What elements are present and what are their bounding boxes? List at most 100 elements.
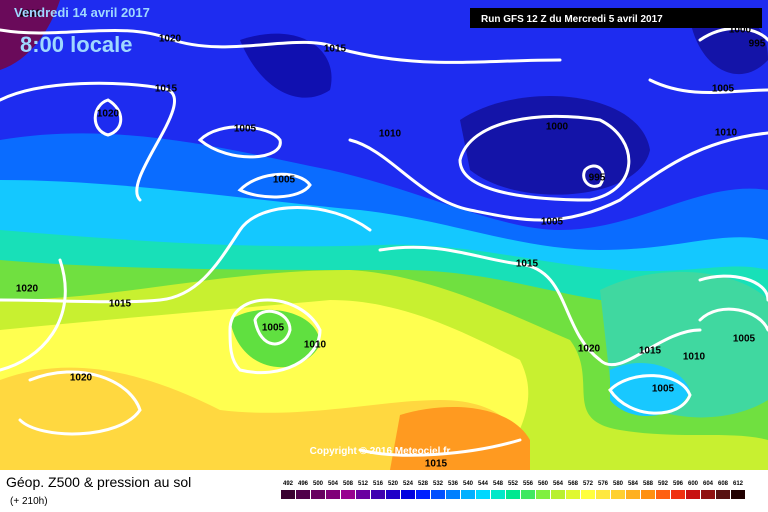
scale-label: 512: [358, 481, 369, 487]
scale-label: 580: [613, 481, 624, 487]
scale-cell: [686, 490, 700, 499]
scale-label: 556: [523, 481, 534, 487]
legend-subtitle: (+ 210h): [10, 496, 48, 507]
scale-cell: [701, 490, 715, 499]
isobar-label: 1010: [19, 9, 42, 20]
scale-cell: [296, 490, 310, 499]
scale-cell: [491, 490, 505, 499]
scale-label: 596: [673, 481, 684, 487]
scale-label: 604: [703, 481, 714, 487]
scale-label: 584: [628, 481, 639, 487]
isobar-label: 1005: [733, 334, 756, 345]
isobar-label: 1015: [155, 84, 178, 95]
scale-cell: [581, 490, 595, 499]
scale-label: 568: [568, 481, 579, 487]
scale-label: 572: [583, 481, 594, 487]
scale-cell: [671, 490, 685, 499]
isobar-label: 1005: [712, 84, 735, 95]
scale-cell: [536, 490, 550, 499]
isobar-label: 1020: [97, 109, 120, 120]
scale-label: 552: [508, 481, 519, 487]
isobar-label: 1020: [70, 373, 93, 384]
forecast-date: Vendredi 14 avril 2017: [14, 5, 150, 20]
scale-cell: [356, 490, 370, 499]
isobar-label: 1010: [715, 128, 738, 139]
scale-cell: [431, 490, 445, 499]
isobar-labels: 1010 1020 1015 1015 1020 1005 1010 1000 995 1005 1…: [16, 9, 766, 470]
scale-label: 540: [463, 481, 474, 487]
color-scale: 492 496 500 504 508 512 516 520 524 528 532 536 540 5…: [281, 481, 745, 499]
forecast-time: 8:00 locale: [20, 32, 133, 57]
isobar-label: 1015: [516, 259, 539, 270]
isobar-label: 1015: [109, 299, 132, 310]
scale-label: 492: [283, 481, 294, 487]
legend-title: Géop. Z500 & pression au sol: [6, 474, 191, 490]
scale-cell: [596, 490, 610, 499]
isobars: [0, 26, 768, 457]
scale-cell: [521, 490, 535, 499]
isobar-label: 1010: [683, 352, 706, 363]
scale-label: 508: [343, 481, 354, 487]
scale-cell: [416, 490, 430, 499]
scale-cell: [326, 490, 340, 499]
copyright: Copyright © 2016 Meteociel.fr: [310, 446, 451, 457]
scale-cell: [506, 490, 520, 499]
scale-cell: [626, 490, 640, 499]
isobar-label: 1010: [304, 340, 327, 351]
scale-cell: [401, 490, 415, 499]
scale-label: 524: [403, 481, 414, 487]
scale-cell: [341, 490, 355, 499]
isobar-label: 1020: [16, 284, 39, 295]
scale-cell: [311, 490, 325, 499]
scale-cell: [461, 490, 475, 499]
scale-cell: [656, 490, 670, 499]
isobar-label: 1005: [652, 384, 675, 395]
scale-label: 500: [313, 481, 324, 487]
scale-label: 516: [373, 481, 384, 487]
scale-label: 536: [448, 481, 459, 487]
isobar-label: 1015: [639, 346, 662, 357]
scale-cell: [446, 490, 460, 499]
scale-label: 612: [733, 481, 744, 487]
isobar-label: 1020: [578, 344, 601, 355]
scale-cell: [641, 490, 655, 499]
scale-cell: [281, 490, 295, 499]
scale-label: 576: [598, 481, 609, 487]
scale-label: 600: [688, 481, 699, 487]
scale-label: 532: [433, 481, 444, 487]
run-info: Run GFS 12 Z du Mercredi 5 avril 2017: [481, 14, 663, 25]
isobar-label: 995: [589, 173, 606, 184]
scale-cell: [731, 490, 745, 499]
isobar-label: 1005: [541, 217, 564, 228]
scale-cell: [476, 490, 490, 499]
scale-label: 548: [493, 481, 504, 487]
scale-label: 544: [478, 481, 489, 487]
scale-label: 520: [388, 481, 399, 487]
isobar-label: 1000: [729, 25, 752, 36]
run-box: [470, 8, 762, 28]
isobar-label: 1005: [273, 175, 296, 186]
isobar-label: 1000: [546, 122, 569, 133]
isobar-label: 1015: [324, 44, 347, 55]
scale-cell: [716, 490, 730, 499]
scale-label: 560: [538, 481, 549, 487]
isobar-label: 1015: [425, 459, 448, 470]
scale-label: 588: [643, 481, 654, 487]
scale-cell: [371, 490, 385, 499]
scale-label: 592: [658, 481, 669, 487]
geopotential-field: [0, 0, 768, 470]
isobar-label: 995: [749, 39, 766, 50]
isobar-label: 1005: [234, 124, 257, 135]
scale-cell: [386, 490, 400, 499]
isobar-label: 1020: [159, 34, 182, 45]
scale-label: 564: [553, 481, 564, 487]
scale-cell: [566, 490, 580, 499]
isobar-label: 1010: [379, 129, 402, 140]
scale-label: 528: [418, 481, 429, 487]
scale-cell: [551, 490, 565, 499]
isobar-label: 1005: [262, 323, 285, 334]
scale-label: 496: [298, 481, 309, 487]
scale-label: 504: [328, 481, 339, 487]
